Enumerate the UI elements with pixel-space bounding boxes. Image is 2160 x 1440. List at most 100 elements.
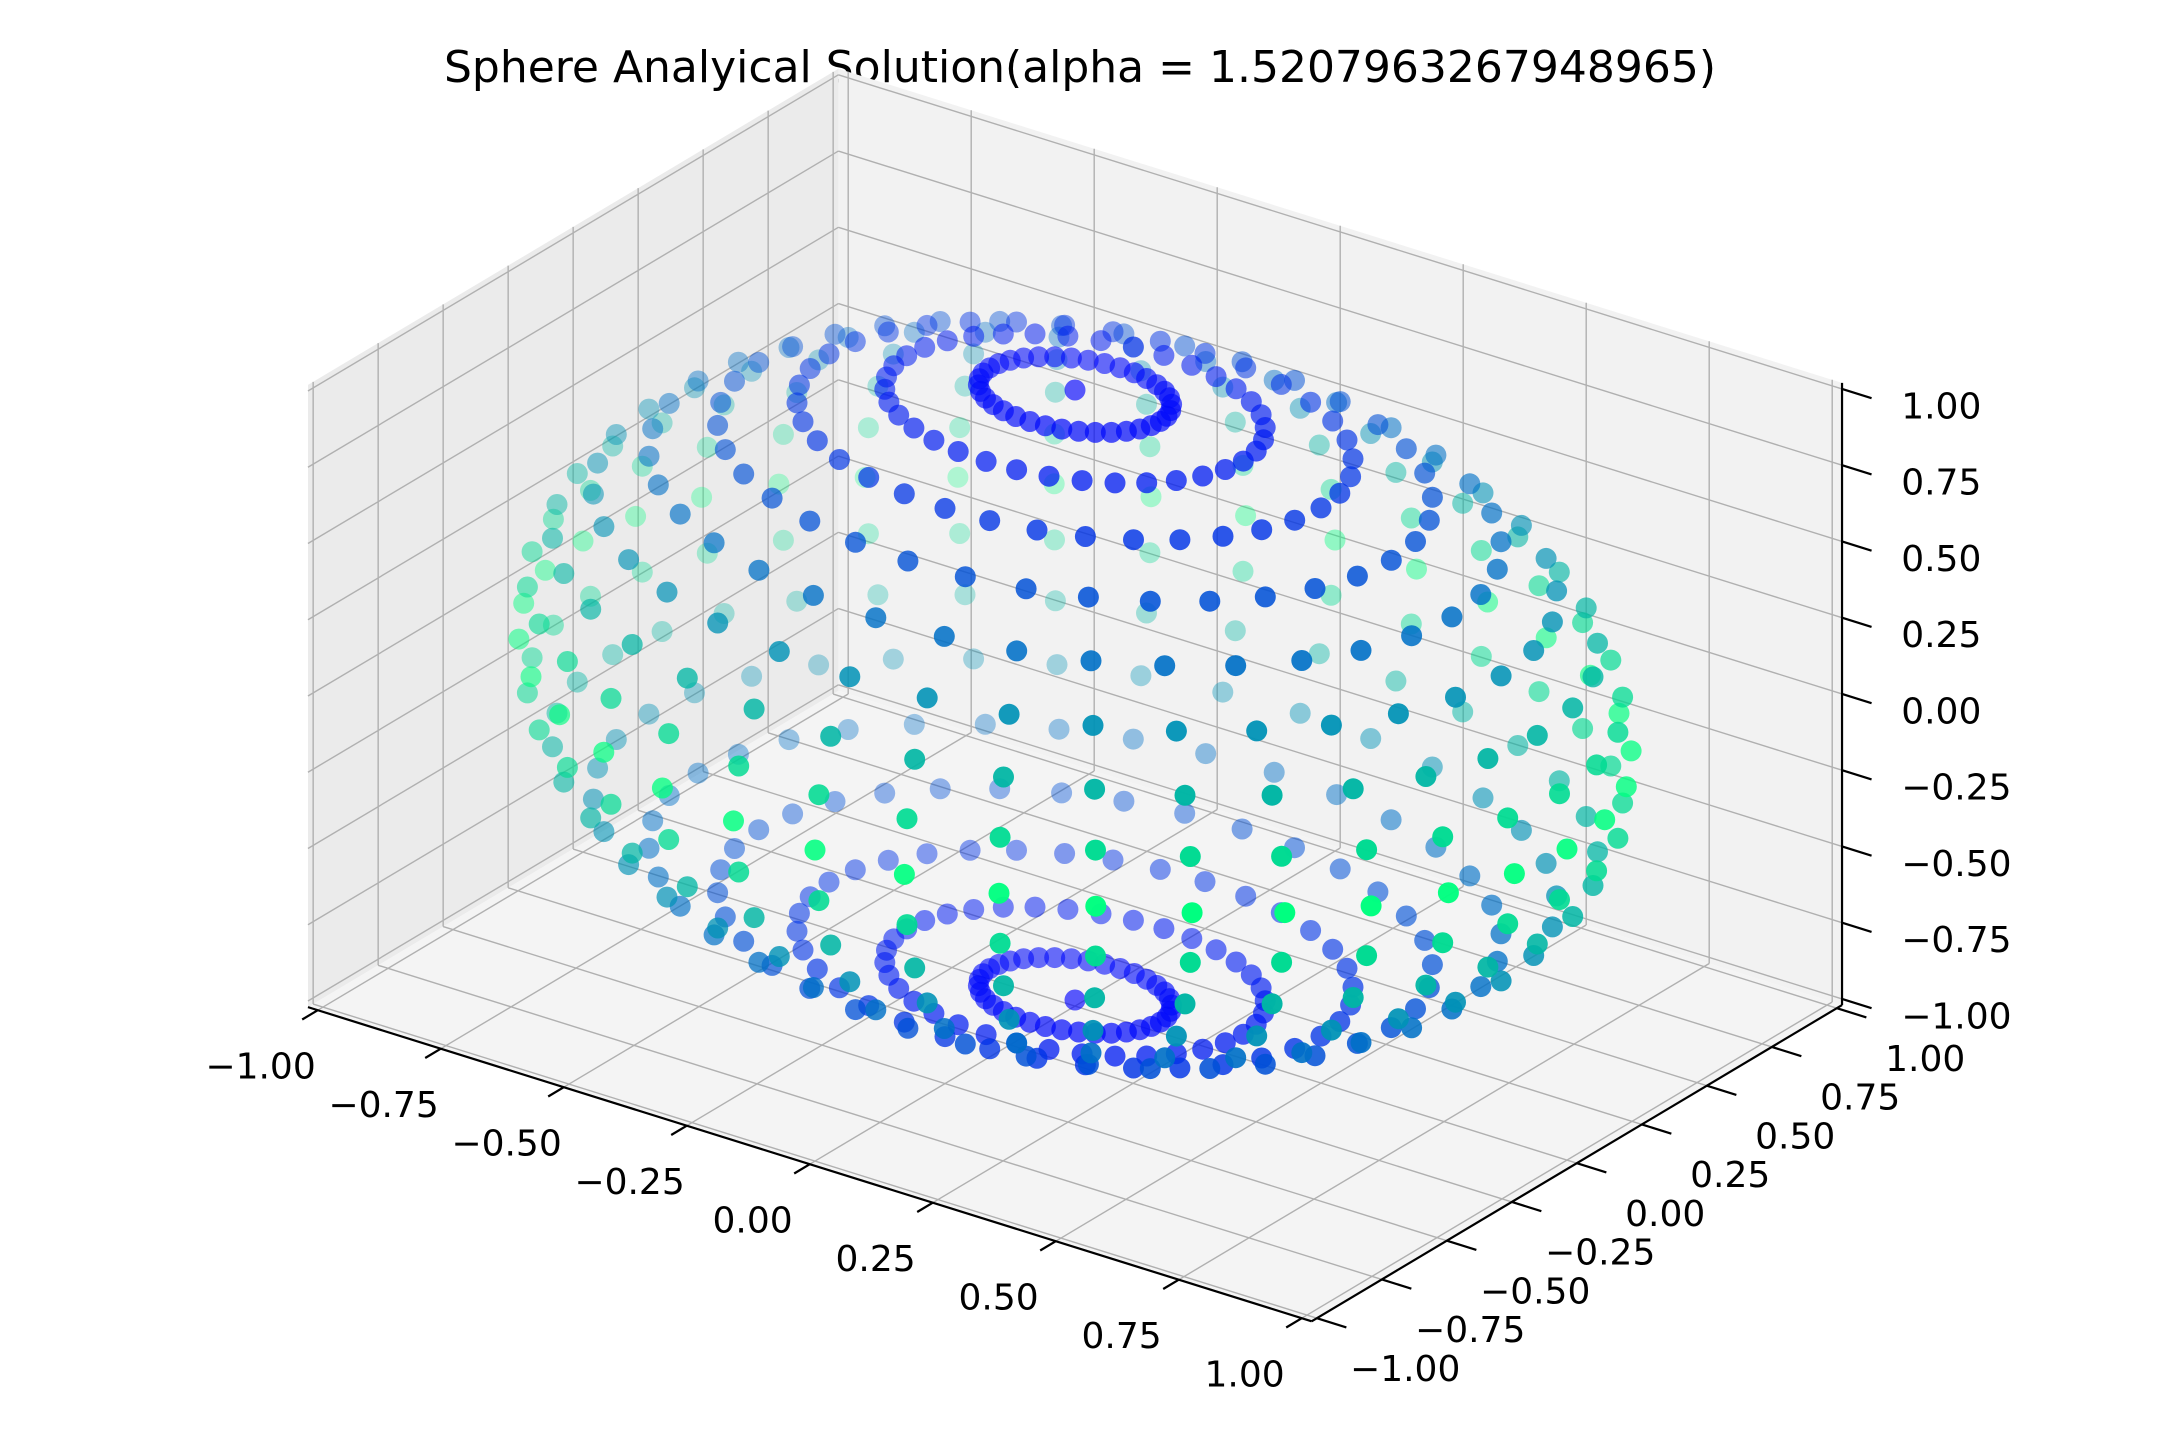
data-point <box>1165 1025 1187 1047</box>
data-point <box>1274 902 1296 924</box>
data-point <box>799 510 821 532</box>
data-point <box>904 748 926 770</box>
data-point <box>963 899 985 920</box>
data-point <box>1405 998 1426 1020</box>
x-tick-mark <box>916 1201 934 1213</box>
z-tick-label: −1.00 <box>1901 996 2011 1037</box>
y-tick-label: 0.25 <box>1690 1155 1770 1196</box>
data-point <box>593 516 615 538</box>
x-tick-mark <box>547 1086 565 1098</box>
data-point <box>1445 991 1466 1013</box>
data-point <box>687 370 709 392</box>
data-point <box>1541 916 1563 938</box>
left-grid-z <box>307 684 839 1002</box>
data-point <box>1006 1032 1028 1054</box>
data-point <box>1562 906 1584 927</box>
data-point <box>1139 1058 1161 1080</box>
z-tick-label: 0.50 <box>1901 539 1981 580</box>
data-point <box>1080 1042 1102 1064</box>
data-point <box>1432 932 1454 954</box>
data-point <box>1006 459 1028 481</box>
data-point <box>947 466 969 488</box>
data-point <box>542 508 564 530</box>
data-point <box>916 843 938 865</box>
data-point <box>1523 640 1545 661</box>
data-point <box>1231 818 1253 840</box>
y-tick-label: −0.50 <box>1480 1272 1590 1313</box>
data-point <box>837 326 859 348</box>
data-point <box>1034 1016 1056 1037</box>
data-point <box>768 946 790 967</box>
data-point <box>844 859 866 881</box>
data-point <box>1322 938 1344 960</box>
data-point <box>1122 728 1144 750</box>
data-point <box>936 903 958 925</box>
data-point <box>1432 826 1454 848</box>
data-point <box>1385 670 1407 692</box>
data-point <box>1336 957 1358 979</box>
data-point <box>1165 720 1187 742</box>
data-point <box>788 374 810 396</box>
data-point <box>1192 1038 1214 1060</box>
data-point <box>1546 580 1568 602</box>
data-point <box>1084 987 1106 1009</box>
data-point <box>1048 718 1070 740</box>
x-tick-mark <box>424 1047 442 1059</box>
data-point <box>1139 590 1161 612</box>
data-point <box>768 641 790 662</box>
data-point <box>1418 509 1440 531</box>
data-point <box>888 977 910 999</box>
data-point <box>658 392 680 414</box>
data-point <box>1470 976 1492 998</box>
data-point <box>1028 947 1050 969</box>
data-point <box>828 449 850 470</box>
data-point <box>1587 841 1608 863</box>
data-point <box>1051 782 1073 804</box>
x-tick-label: −0.50 <box>451 1123 561 1164</box>
data-point <box>1174 802 1196 824</box>
data-point <box>839 971 861 993</box>
data-point <box>1380 809 1402 831</box>
data-point <box>1054 843 1076 864</box>
data-point <box>1270 373 1292 395</box>
data-point <box>1507 735 1529 756</box>
data-point <box>528 613 550 635</box>
data-point <box>916 687 938 709</box>
data-point <box>1367 414 1389 436</box>
data-point <box>1199 590 1221 612</box>
data-point <box>1254 586 1276 608</box>
data-point <box>1235 885 1257 907</box>
data-point <box>778 729 800 751</box>
data-point <box>1497 913 1519 935</box>
data-point <box>963 325 985 347</box>
data-point <box>582 483 604 505</box>
data-point <box>1169 529 1191 551</box>
y-tick-mark <box>1316 1317 1347 1329</box>
data-point <box>1192 465 1214 487</box>
data-point <box>521 541 543 563</box>
data-point <box>1308 434 1330 456</box>
z-tick-label: −0.25 <box>1901 768 2011 809</box>
data-point <box>593 821 615 843</box>
x-tick-mark <box>1039 1240 1057 1252</box>
data-point <box>1038 465 1060 487</box>
data-point <box>1406 558 1427 580</box>
data-point <box>743 698 765 720</box>
y-tick-mark <box>1641 1123 1672 1135</box>
data-point <box>1289 702 1311 724</box>
data-point <box>1179 951 1201 973</box>
data-point <box>534 559 556 581</box>
data-point <box>638 398 660 420</box>
data-point <box>1401 625 1423 647</box>
data-point <box>520 666 542 688</box>
data-point <box>1342 448 1364 470</box>
data-point <box>1225 951 1247 973</box>
data-point <box>808 890 830 912</box>
data-point <box>1057 898 1079 920</box>
data-point <box>549 704 571 726</box>
data-point <box>1104 1045 1126 1067</box>
data-point <box>1490 531 1512 553</box>
data-point <box>513 592 535 614</box>
data-point <box>1549 783 1570 805</box>
data-point <box>528 719 550 741</box>
